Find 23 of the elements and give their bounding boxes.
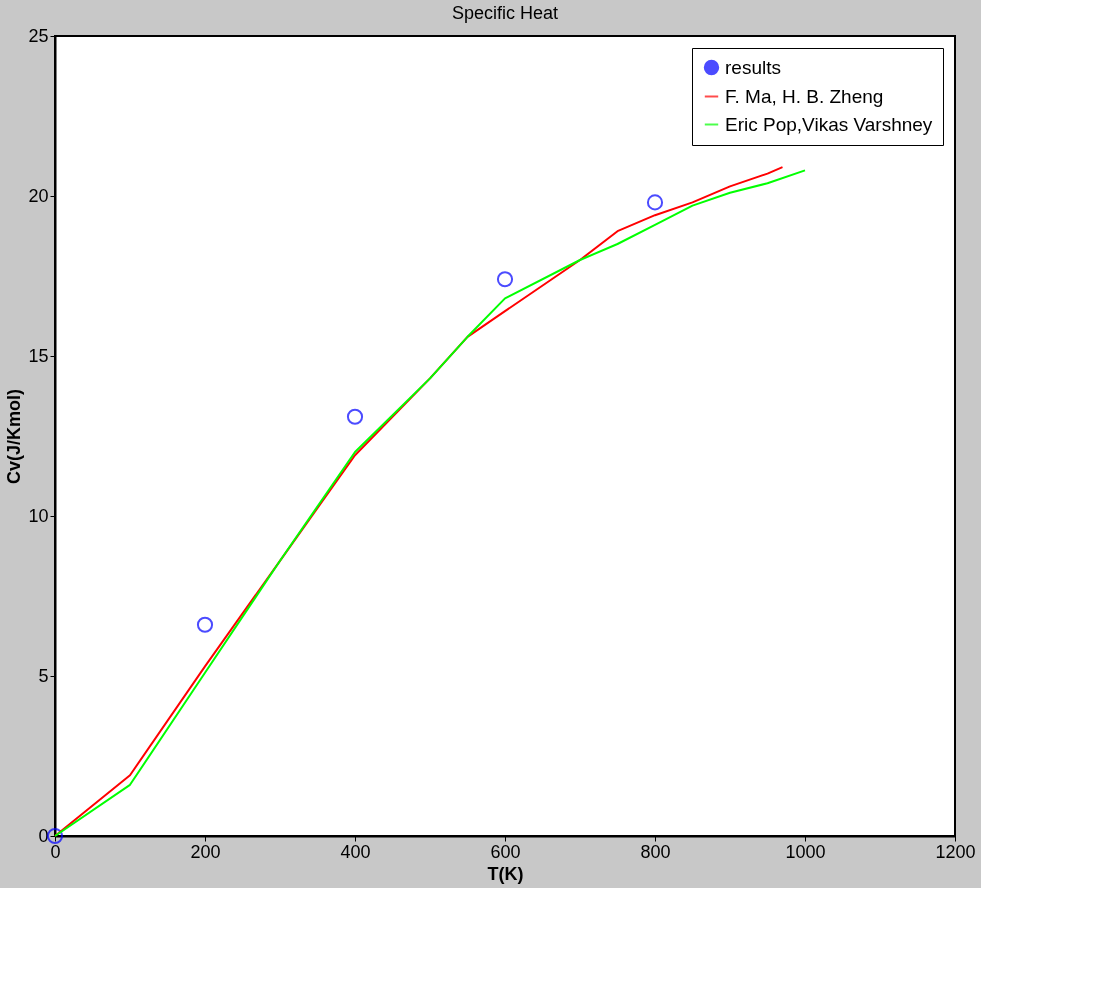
point xyxy=(346,408,364,425)
point xyxy=(196,616,214,633)
x-tick-label: 200 xyxy=(190,841,221,862)
legend-label: results xyxy=(725,56,781,78)
y-tick-label: 10 xyxy=(28,505,49,526)
x-tick-label: 400 xyxy=(340,841,371,862)
x-tick-label: 800 xyxy=(640,841,671,862)
legend-label: F. Ma, H. B. Zheng xyxy=(725,85,884,107)
x-tick-label: 600 xyxy=(490,841,521,862)
point xyxy=(46,827,64,845)
x-tick-label: 1200 xyxy=(935,841,976,862)
legend-label: Eric Pop,Vikas Varshney xyxy=(725,113,933,135)
point xyxy=(496,271,514,288)
y-tick-label: 0 xyxy=(38,825,49,846)
y-axis-title: Cv(J/Kmol) xyxy=(4,388,25,485)
chart-title: Specific Heat xyxy=(451,3,559,23)
y-tick-label: 25 xyxy=(28,25,49,46)
x-axis-title: T(K) xyxy=(487,863,524,884)
point xyxy=(646,194,664,211)
y-tick-label: 20 xyxy=(28,185,49,206)
y-tick-label: 15 xyxy=(28,345,49,366)
x-tick-label: 1000 xyxy=(785,841,826,862)
y-tick-label: 5 xyxy=(38,665,49,686)
